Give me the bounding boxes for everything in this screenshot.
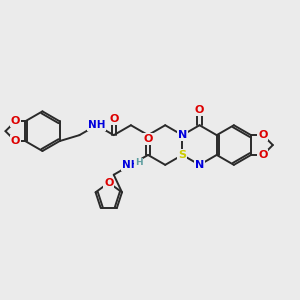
Text: NH: NH — [88, 120, 105, 130]
Text: O: O — [258, 150, 268, 160]
Text: O: O — [11, 136, 20, 146]
Text: O: O — [109, 114, 118, 124]
Text: H: H — [135, 158, 142, 167]
Text: N: N — [195, 160, 204, 170]
Text: NH: NH — [122, 160, 140, 170]
Text: O: O — [104, 178, 113, 188]
Text: O: O — [258, 130, 268, 140]
Text: O: O — [143, 134, 153, 144]
Text: O: O — [11, 116, 20, 126]
Text: O: O — [195, 105, 204, 116]
Text: N: N — [178, 130, 187, 140]
Text: S: S — [178, 150, 186, 160]
